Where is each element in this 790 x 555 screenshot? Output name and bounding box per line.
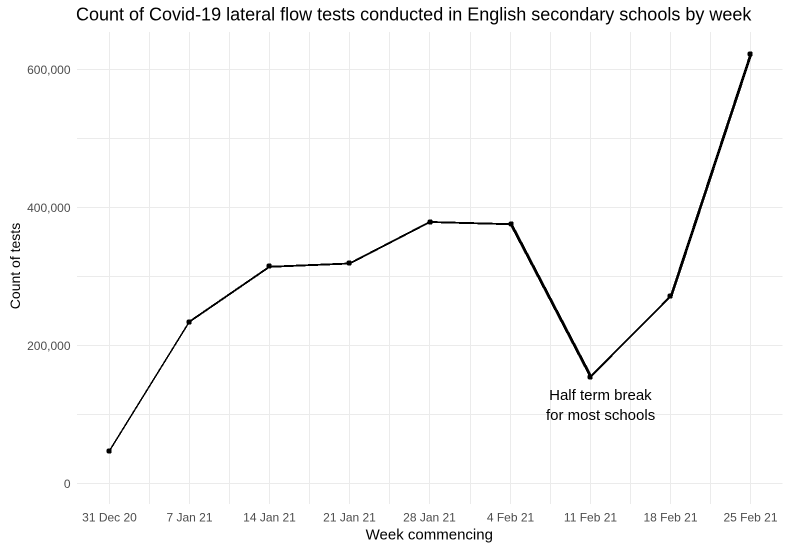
svg-text:28 Jan 21: 28 Jan 21 [403,511,456,525]
svg-text:18 Feb 21: 18 Feb 21 [643,511,697,525]
svg-text:Count of Covid-19 lateral flow: Count of Covid-19 lateral flow tests con… [76,5,752,25]
svg-text:4 Feb 21: 4 Feb 21 [487,511,535,525]
svg-text:200,000: 200,000 [27,339,71,353]
svg-text:0: 0 [64,477,71,491]
svg-text:14 Jan 21: 14 Jan 21 [243,511,296,525]
svg-text:Count of tests: Count of tests [7,223,23,309]
svg-text:31 Dec 20: 31 Dec 20 [82,511,137,525]
svg-text:Half term break: Half term break [549,387,652,404]
svg-text:for most schools: for most schools [546,407,655,424]
svg-text:11 Feb 21: 11 Feb 21 [564,511,617,525]
svg-text:21 Jan 21: 21 Jan 21 [323,511,376,525]
svg-text:Week commencing: Week commencing [366,526,493,543]
svg-text:400,000: 400,000 [27,201,71,215]
svg-text:600,000: 600,000 [27,63,71,77]
svg-text:25 Feb 21: 25 Feb 21 [723,511,777,525]
svg-text:7 Jan 21: 7 Jan 21 [166,511,212,525]
